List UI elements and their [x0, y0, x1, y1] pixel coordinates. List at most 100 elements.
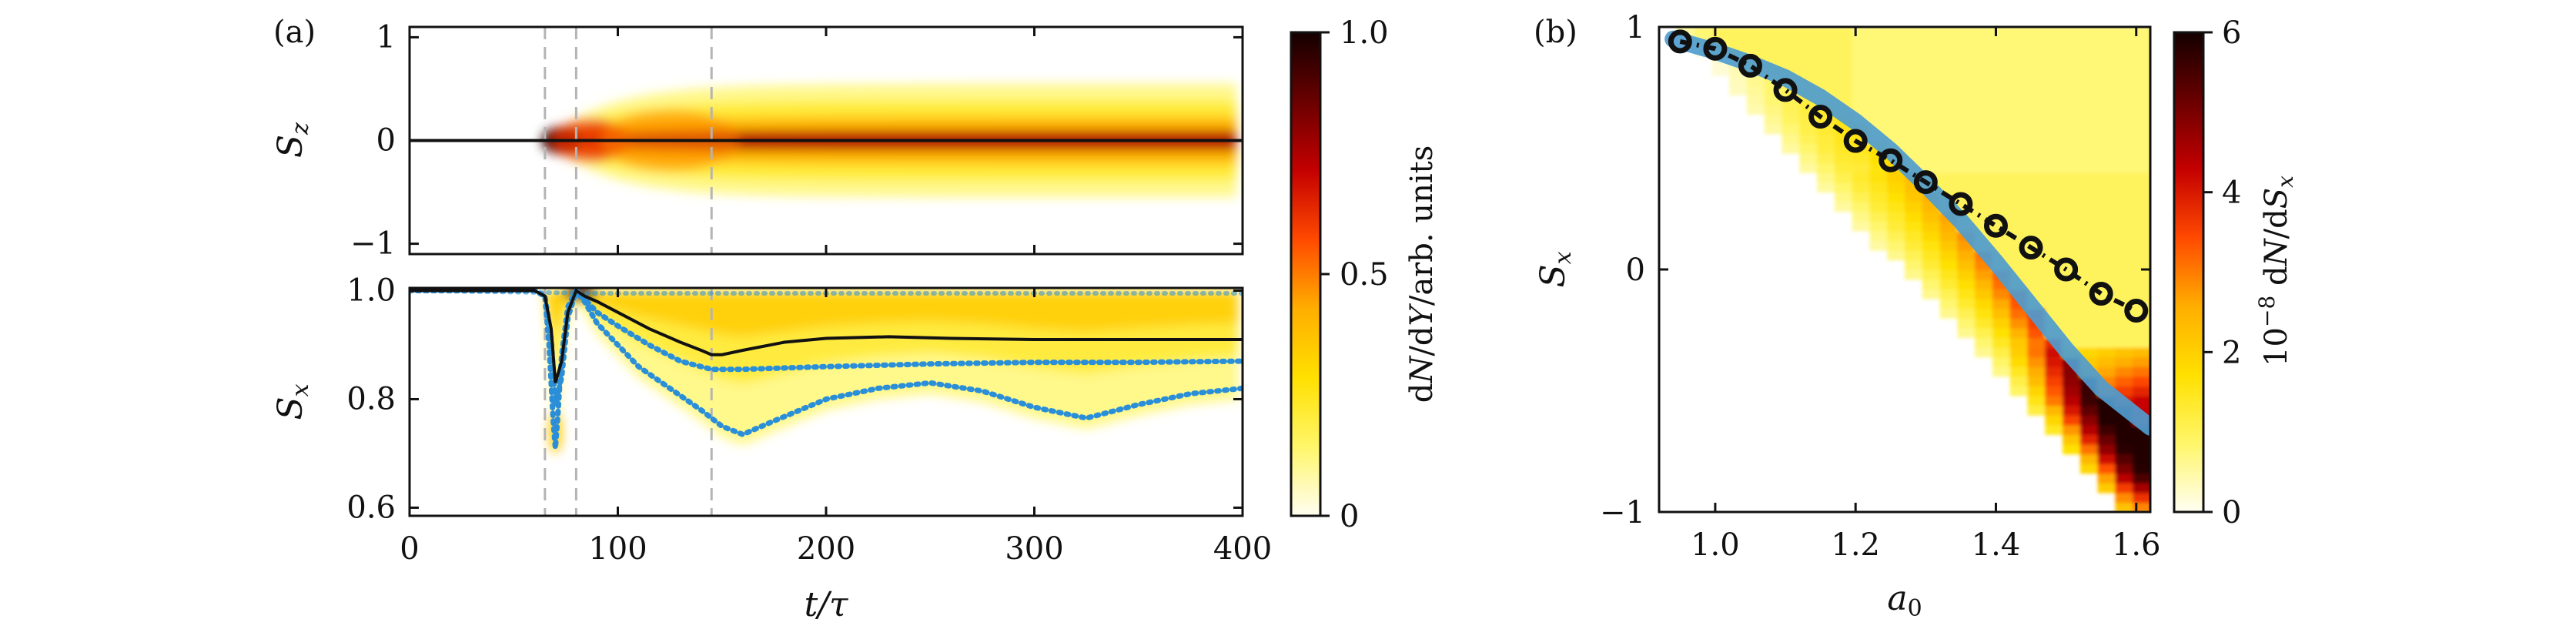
- panel-b-heat-cell: [1957, 95, 1975, 105]
- panel-b-heat-cell: [2133, 249, 2150, 261]
- panel-b-heat-cell: [2027, 162, 2046, 173]
- panel-b-heat-cell: [2097, 308, 2116, 319]
- panel-b-heat-cell: [2027, 152, 2046, 164]
- panel-b-heat-cell: [2150, 444, 2169, 454]
- panel-b-heat-cell: [2133, 473, 2150, 483]
- panel-b-heat-cell: [2115, 434, 2133, 445]
- panel-b-heat-cell: [2062, 289, 2081, 299]
- panel-b-heat-cell: [2115, 492, 2133, 504]
- panel-b-heat-cell: [1939, 172, 1959, 183]
- panel-b-heat-cell: [2150, 396, 2169, 406]
- panel-b-heat-cell: [1939, 65, 1959, 76]
- panel-b-heat-cell: [1922, 152, 1941, 164]
- panel-b-heat-cell: [2115, 162, 2133, 173]
- panel-a-bottom-series-dotted-lower: [410, 288, 1243, 449]
- panel-b-heat-cell: [2115, 289, 2133, 299]
- panel-a-bottom-series: [410, 288, 1243, 449]
- panel-b-heat-cell: [2097, 443, 2116, 455]
- panel-b-heat-cell: [2009, 152, 2029, 164]
- panel-b-heat-cell: [2045, 114, 2063, 125]
- panel-b-heat-cell: [2027, 395, 2046, 407]
- panel-b-heat-cell: [2045, 366, 2063, 377]
- panel-b-label: (b): [1534, 15, 1577, 50]
- panel-b-heat-cell: [2133, 492, 2150, 504]
- panel-b-heat-cell: [1905, 143, 1923, 154]
- panel-b-heat-cell: [2150, 299, 2169, 309]
- panel-b-heat-cell: [2062, 327, 2081, 338]
- panel-b-heat-cell: [2009, 327, 2029, 338]
- panel-b-heat-cell: [1939, 152, 1959, 164]
- panel-b-heat-cell: [2097, 65, 2116, 76]
- panel-b-heat-cell: [2079, 424, 2099, 435]
- panel-b-heat-cell: [2027, 211, 2046, 222]
- panel-b-heat-cell: [2097, 356, 2116, 367]
- panel-b-heat-cell: [1764, 46, 1783, 57]
- panel-b-heat-cell: [2062, 36, 2081, 47]
- panel-b-heat-cell: [1939, 298, 1959, 309]
- panel-b-heat-cell: [1922, 104, 1941, 115]
- panel-b-heat-cell: [1922, 65, 1941, 76]
- panel-b-heat-cell: [1869, 85, 1888, 95]
- panel-b-heat-cell: [2150, 308, 2169, 318]
- panel-b-heat-cell: [1817, 46, 1835, 57]
- panel-b-heat-cell: [2150, 182, 2169, 192]
- panel-b-heat-cell: [2079, 308, 2099, 319]
- panel-b-heat-cell: [2062, 318, 2081, 329]
- panel-b-colorbar-ticks: 0 2 4 6: [2203, 15, 2241, 530]
- panel-b-heat-cell: [2097, 249, 2116, 261]
- panel-b-heat-cell: [2045, 201, 2063, 212]
- panel-b-heat-cell: [1992, 55, 2011, 67]
- panel-b-heat-cell: [2150, 356, 2169, 366]
- panel-b-heat-cell: [2150, 376, 2169, 386]
- panel-b-heat-cell: [2115, 424, 2133, 435]
- panel-b-heat-cell: [1905, 55, 1923, 67]
- panel-b-heat-cell: [1834, 182, 1853, 192]
- panel-b-heat-cell: [1905, 221, 1923, 232]
- panel-b-heat-cell: [2097, 201, 2116, 212]
- panel-b-x-tick-label: 1.4: [1972, 527, 2021, 563]
- panel-b-heat-cell: [1887, 36, 1905, 47]
- panel-b-heat-cell: [2133, 289, 2150, 299]
- panel-a-bottom-y-tick-label: 0.6: [346, 490, 396, 525]
- panel-b-heat-cell: [2009, 366, 2029, 377]
- panel-b-data-point: [1878, 148, 1903, 172]
- panel-b-heat-cell: [2079, 75, 2099, 86]
- panel-b-heat-cell: [1799, 46, 1818, 57]
- panel-b-heat-cell: [2097, 318, 2116, 329]
- panel-b-heat-cell: [2097, 211, 2116, 222]
- panel-b-heat-cell: [1922, 114, 1941, 125]
- panel-b-series: [1664, 29, 2150, 436]
- panel-b-heat-cell: [2150, 162, 2169, 172]
- panel-b-heat-cell: [2079, 104, 2099, 115]
- panel-b-heat-cell: [2062, 162, 2081, 173]
- panel-b-heat-cell: [1992, 201, 2011, 212]
- panel-b-heat-cell: [1939, 75, 1959, 86]
- panel-b-heat-cell: [1781, 143, 1801, 154]
- panel-b-heat-cell: [1957, 114, 1975, 125]
- panel-b-heat-cell: [1887, 221, 1905, 232]
- panel-b-heat-cell: [2062, 230, 2081, 241]
- panel-b-heat-cell: [1975, 327, 1993, 338]
- panel-b-heat-cell: [1957, 55, 1975, 67]
- panel-b-heat-cell: [1764, 27, 1783, 38]
- panel-b-heat-cell: [2133, 182, 2150, 192]
- panel-b-heat-cell: [1852, 75, 1871, 86]
- panel-b-heat-cell: [1975, 65, 1993, 76]
- panel-b-heat-cell: [2079, 269, 2099, 280]
- panel-b-heat-cell: [2097, 36, 2116, 47]
- panel-b-heat-cell: [1834, 55, 1853, 67]
- panel-b-heat-cell: [2045, 124, 2063, 135]
- panel-b-heat-cell: [1957, 65, 1975, 76]
- panel-b-heat-cell: [2027, 114, 2046, 125]
- panel-b-heat-cell: [2115, 27, 2133, 38]
- panel-b-heat-cell: [1922, 95, 1941, 105]
- panel-b-heat-cell: [2027, 192, 2046, 202]
- panel-b-heat-cell: [1869, 114, 1888, 125]
- panel-b-heat-cell: [1869, 104, 1888, 115]
- panel-b-heat-cell: [2062, 443, 2081, 455]
- panel-b-data-point: [1913, 170, 1938, 195]
- panel-b-heat-cell: [2133, 211, 2150, 222]
- panel-b-heat-cell: [1975, 269, 1993, 280]
- panel-b-heat-cell: [1905, 230, 1923, 241]
- panel-b-heat-cell: [2079, 55, 2099, 67]
